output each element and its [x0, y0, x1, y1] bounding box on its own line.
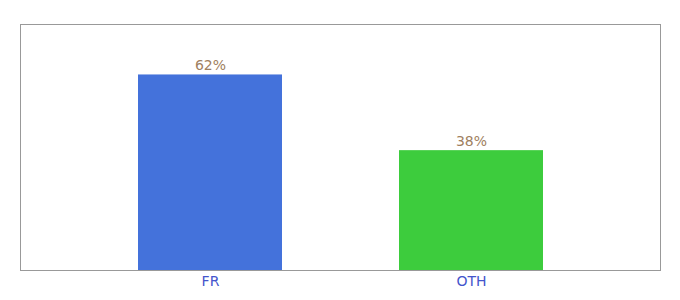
svg-text:FR: FR — [202, 273, 220, 289]
svg-text:62%: 62% — [195, 57, 226, 73]
svg-text:OTH: OTH — [456, 273, 486, 289]
svg-text:38%: 38% — [456, 133, 487, 149]
